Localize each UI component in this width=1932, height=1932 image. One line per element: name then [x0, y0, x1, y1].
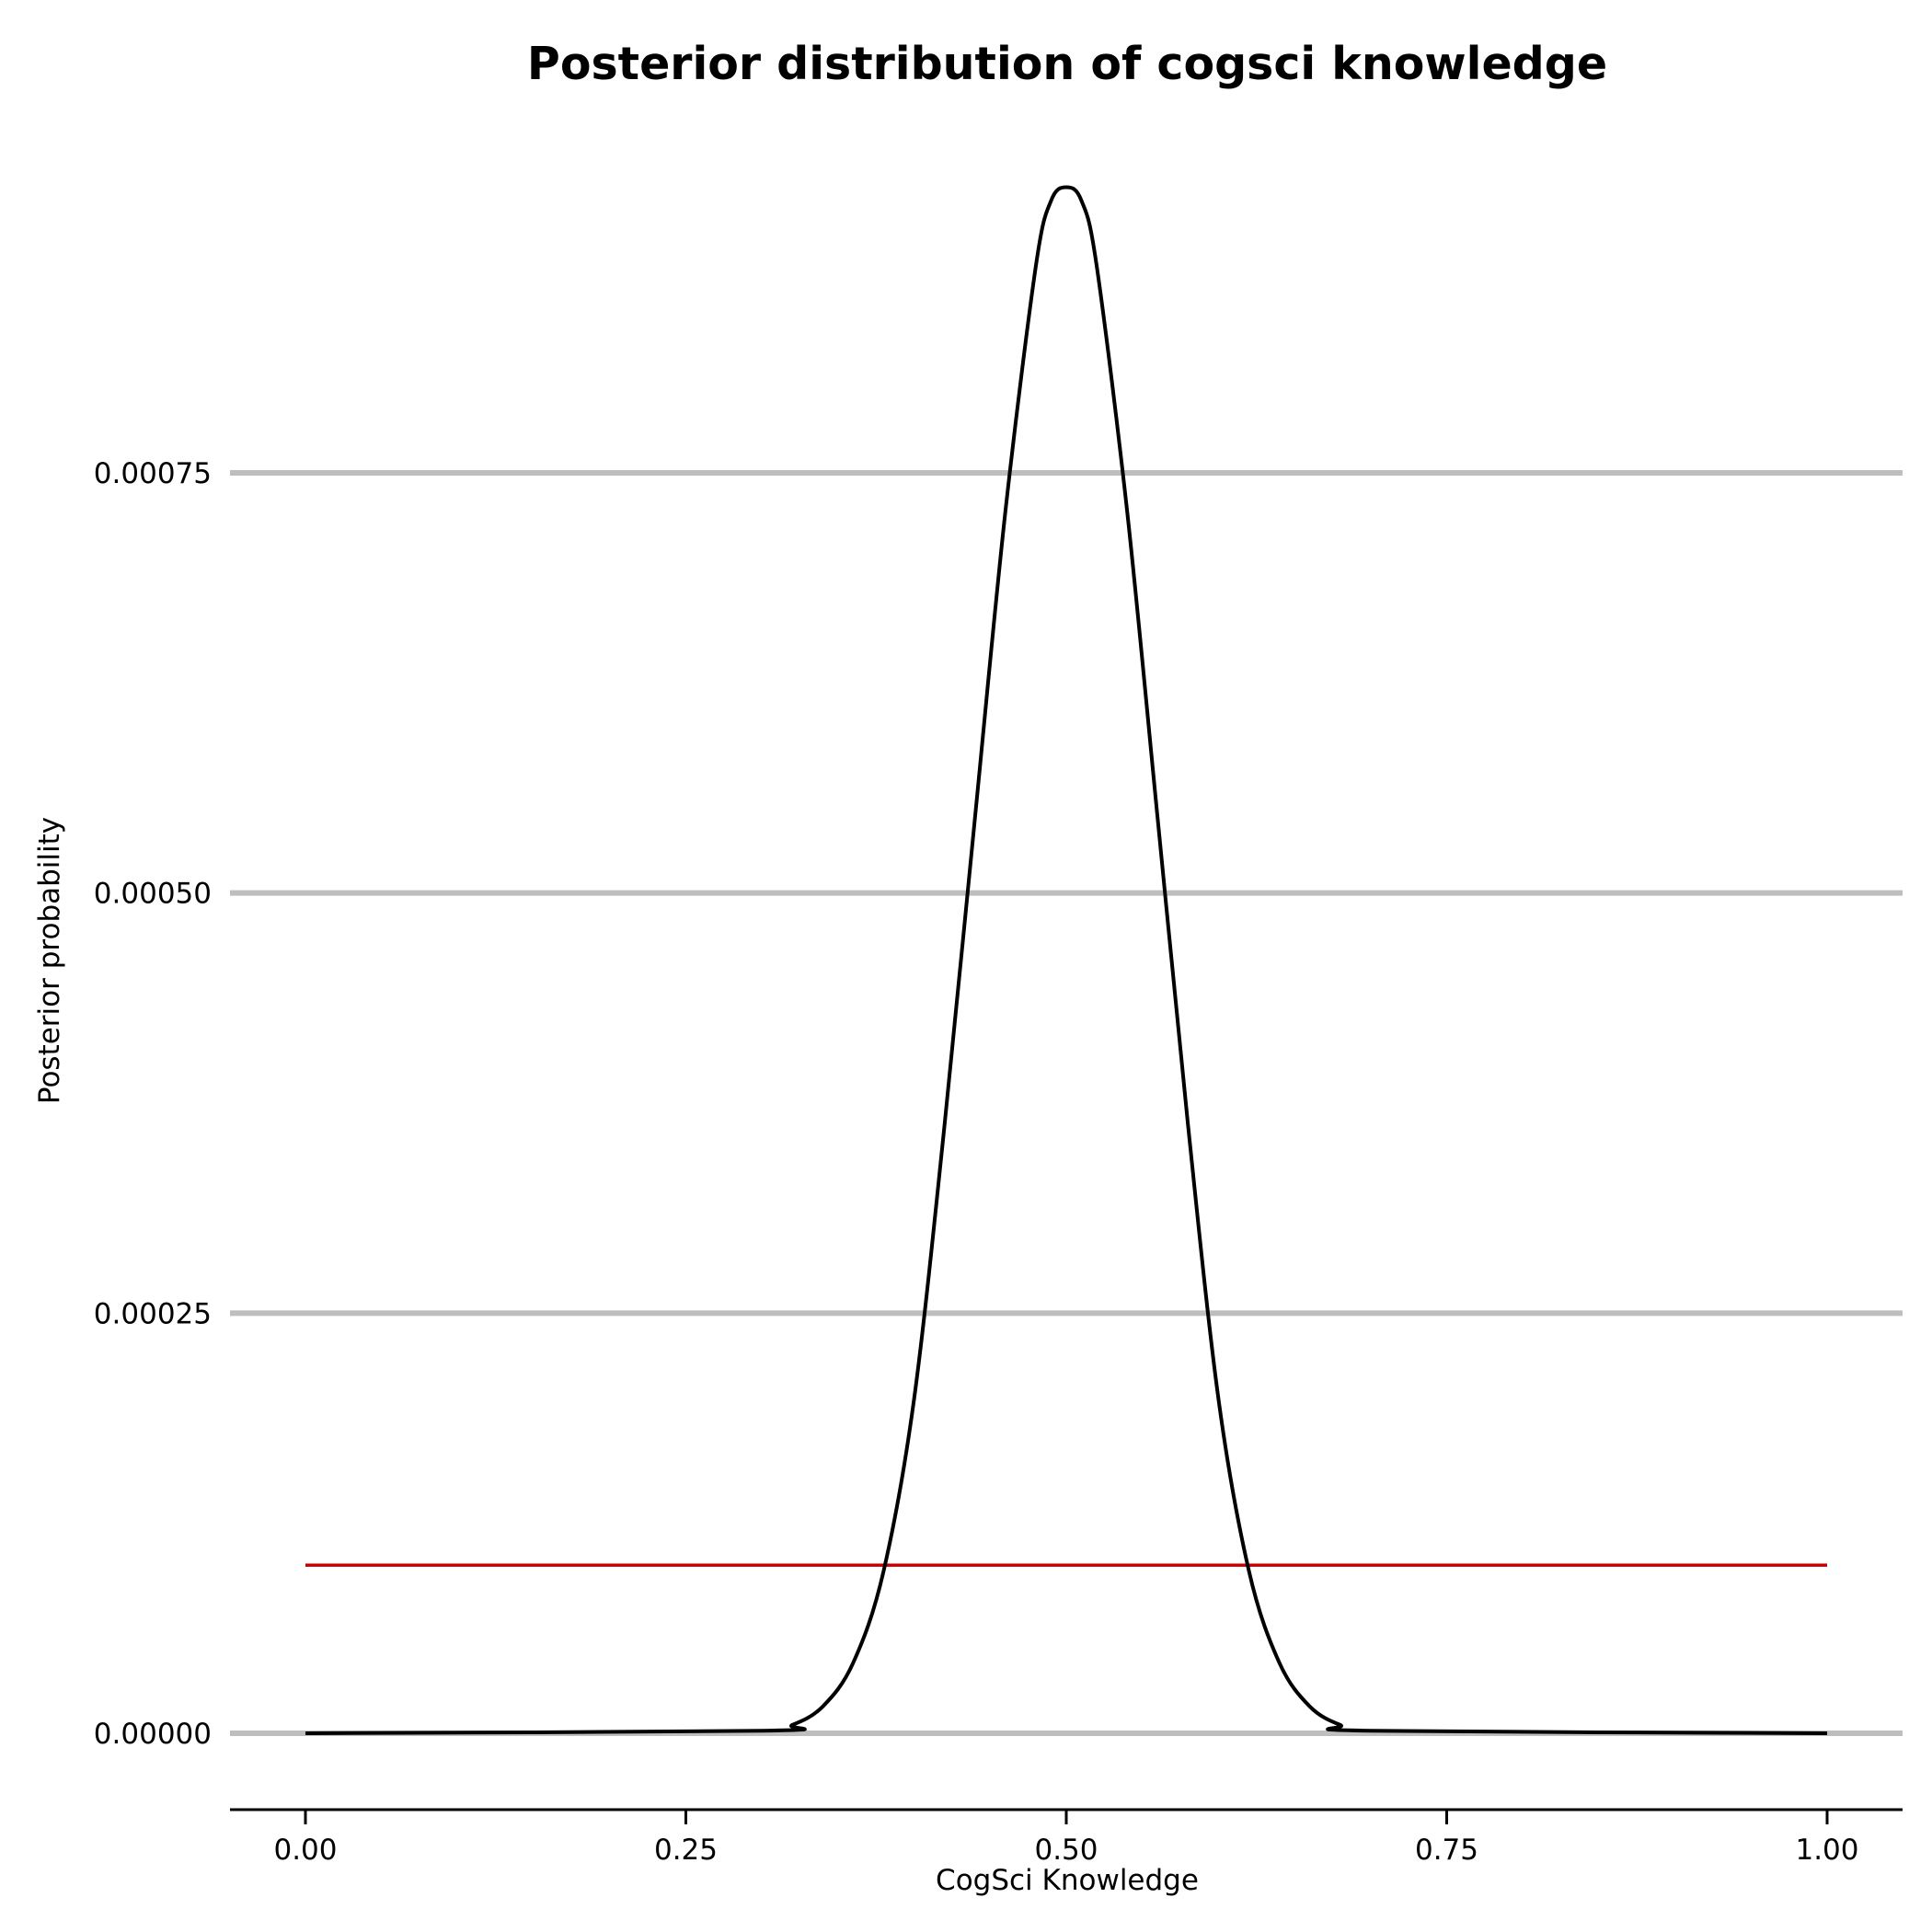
- series-layer: [305, 185, 1828, 1735]
- x-axis-ticks: 0.00 0.25 0.50 0.75 1.00: [273, 1810, 1859, 1867]
- x-tick-label-0: 0.00: [273, 1834, 337, 1867]
- x-tick-label-1: 0.25: [654, 1834, 718, 1867]
- gridlines: [230, 470, 1903, 1736]
- chart-title: Posterior distribution of cogsci knowled…: [527, 38, 1607, 90]
- x-tick-label-3: 0.75: [1415, 1834, 1478, 1867]
- y-axis-label: Posterior probability: [33, 817, 66, 1104]
- y-axis-ticks: 0.00000 0.00025 0.00050 0.00075: [94, 457, 212, 1751]
- y-tick-label-2: 0.00050: [94, 878, 212, 911]
- x-tick-label-2: 0.50: [1034, 1834, 1098, 1867]
- x-tick-label-4: 1.00: [1795, 1834, 1858, 1867]
- y-tick-label-0: 0.00000: [94, 1718, 212, 1751]
- series-line-posterior: [305, 185, 1828, 1735]
- y-tick-label-1: 0.00025: [94, 1297, 212, 1330]
- y-tick-label-3: 0.00075: [94, 457, 212, 490]
- x-axis-label: CogSci Knowledge: [936, 1864, 1199, 1897]
